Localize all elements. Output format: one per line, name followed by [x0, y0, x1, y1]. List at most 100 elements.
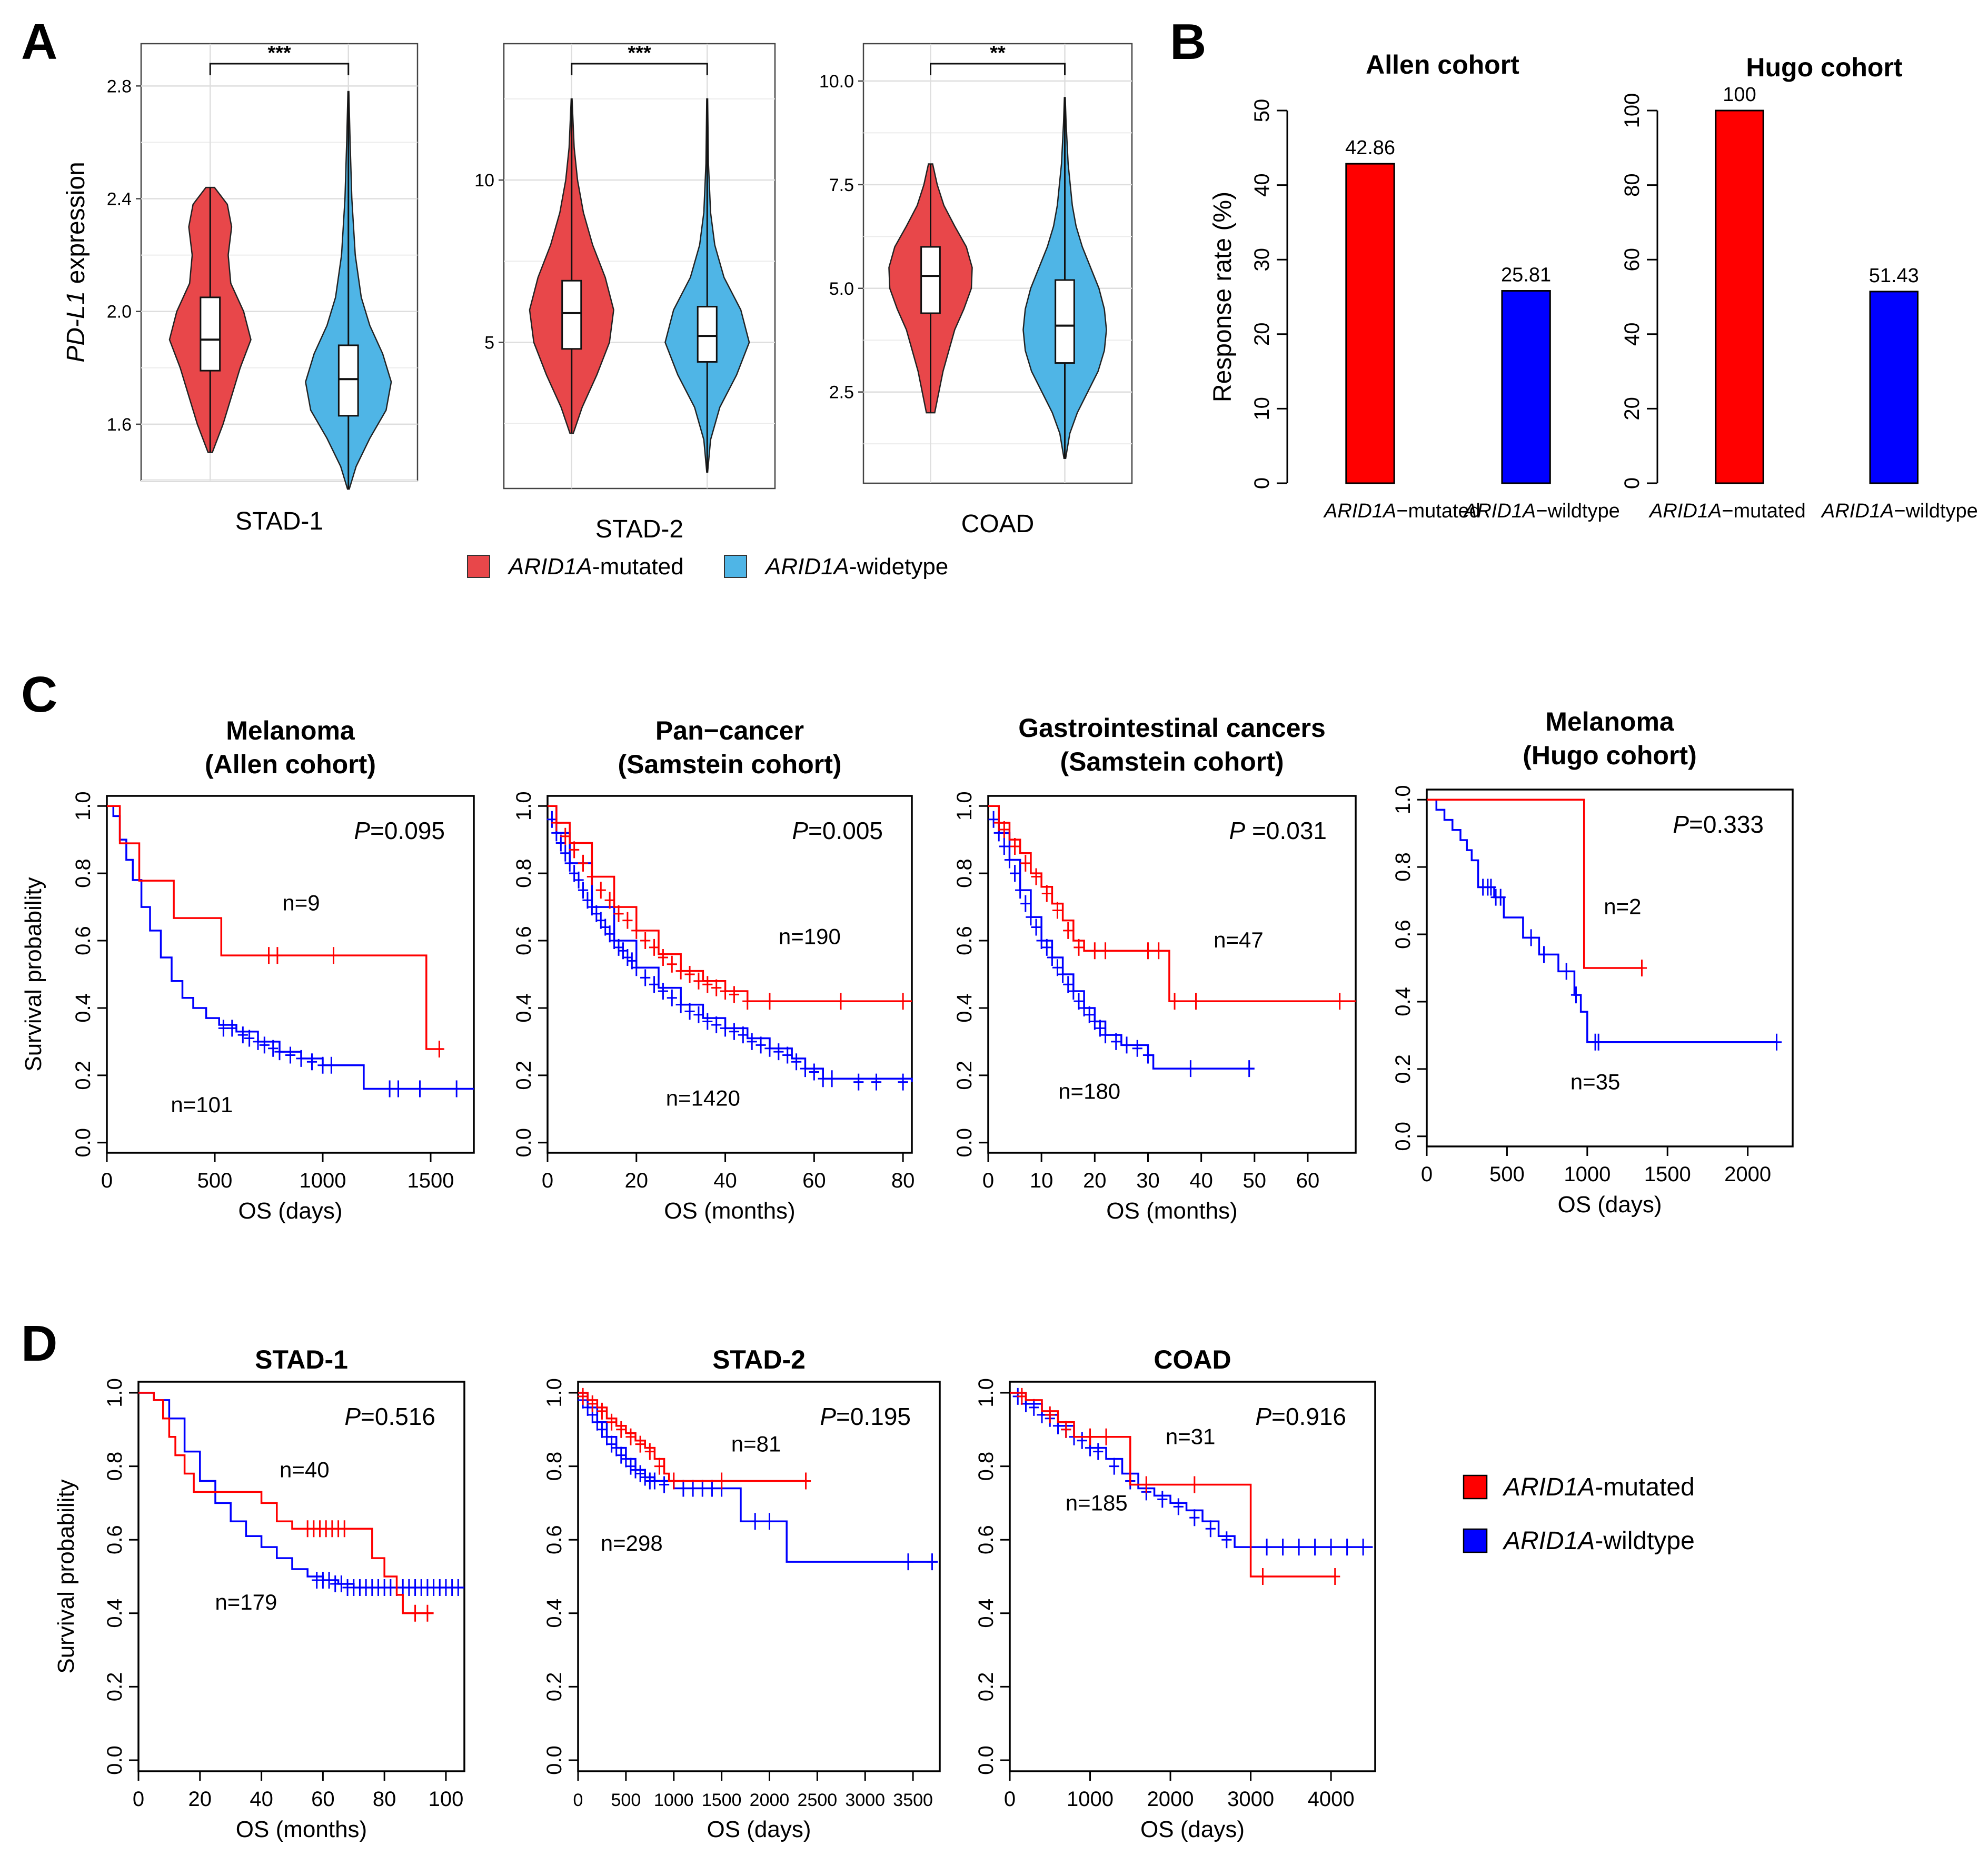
y-tick-label: 1.0 [72, 791, 95, 821]
censor-mark-mutated [702, 976, 713, 993]
y-tick-label: 0.6 [512, 926, 535, 955]
x-tick-label: 60 [311, 1788, 335, 1811]
censor-mark-mutated [1100, 942, 1111, 960]
x-tick-label: 3500 [893, 1790, 933, 1810]
censor-mark-mutated [1031, 868, 1041, 885]
x-tick-label: 0 [1004, 1788, 1016, 1811]
censor-mark-wildtype [1157, 1491, 1168, 1508]
censor-mark-mutated [654, 1458, 665, 1475]
y-tick-label: 1.0 [975, 1378, 998, 1408]
censor-mark-wildtype [601, 1428, 612, 1445]
y-axis-label: Survival probability [21, 877, 46, 1071]
censor-mark-wildtype [635, 1465, 645, 1482]
legend-swatch-mutated [467, 555, 490, 578]
bar-mutated [1715, 109, 1764, 484]
censor-mark-wildtype [747, 1033, 757, 1050]
x-tick-label: 20 [625, 1169, 649, 1192]
censor-mark-wildtype [791, 1053, 802, 1071]
legend-label-wildtype: ARID1A-widetype [764, 554, 948, 580]
censor-mark-wildtype [1015, 882, 1026, 899]
y-tick-label: 20 [1250, 323, 1274, 346]
censor-mark-wildtype [738, 1026, 748, 1044]
bar-wildtype [1869, 291, 1919, 484]
censor-mark-wildtype [1277, 1539, 1288, 1556]
censor-mark-mutated [800, 1472, 811, 1490]
censor-mark-wildtype [693, 1006, 704, 1023]
censor-mark-wildtype [818, 1070, 828, 1087]
censor-mark-wildtype [253, 1033, 263, 1050]
y-tick-label: 0.4 [72, 993, 95, 1023]
censor-mark-mutated [1061, 1421, 1071, 1438]
x-tick-label: 60 [1296, 1169, 1320, 1192]
censor-mark-wildtype [631, 959, 642, 976]
x-tick-label: 40 [713, 1169, 737, 1192]
survival-curve-wildtype [107, 805, 474, 1090]
charts-layer: 1.6 2.0 2.4 2.8 *** STAD-1 PD-L1 expression 5 10… [21, 42, 1978, 1842]
censor-mark-wildtype [871, 1073, 882, 1091]
y-tick-label: 1.0 [512, 791, 535, 821]
censor-mark-wildtype [1561, 963, 1572, 980]
censor-mark-mutated [422, 1604, 433, 1622]
n-label-mutated: n=40 [280, 1458, 330, 1482]
y-tick-label: 0.8 [975, 1452, 998, 1481]
y-tick-label: 0.6 [72, 926, 95, 955]
censor-mark-wildtype [560, 844, 571, 862]
censor-mark-mutated [410, 1604, 421, 1622]
censor-mark-mutated [1041, 885, 1052, 902]
censor-mark-wildtype [1095, 1020, 1106, 1037]
p-value: P =0.031 [1229, 817, 1327, 844]
censor-mark-wildtype [1009, 865, 1020, 882]
n-label-wildtype: n=35 [1570, 1069, 1621, 1094]
y-tick-label: 0.0 [975, 1745, 998, 1775]
x-tick-label: 1000 [300, 1169, 346, 1192]
censor-mark-wildtype [1089, 1013, 1100, 1030]
censor-mark-wildtype [611, 1439, 622, 1456]
censor-mark-wildtype [1004, 851, 1015, 869]
censor-mark-wildtype [707, 1480, 718, 1497]
censor-mark-wildtype [1326, 1539, 1336, 1556]
censor-mark-wildtype [591, 905, 602, 922]
box-iqr [561, 280, 582, 350]
chart-title: (Samstein cohort) [1060, 747, 1284, 776]
y-tick-label: 1.0 [1391, 785, 1415, 814]
censor-mark-wildtype [274, 1043, 285, 1061]
plot-frame [577, 1381, 941, 1772]
censor-mark-wildtype [1221, 1531, 1232, 1549]
censor-mark-wildtype [414, 1080, 425, 1097]
censor-mark-wildtype [827, 1070, 837, 1087]
x-tick-label: 40 [1189, 1169, 1213, 1192]
y-tick-label: 0.0 [543, 1745, 566, 1775]
censor-mark-wildtype [675, 996, 686, 1013]
censor-mark-wildtype [756, 1036, 766, 1054]
y-tick-label: 7.5 [829, 175, 854, 195]
x-tick-label: 0 [573, 1790, 583, 1810]
y-tick-label: 0.4 [1391, 987, 1415, 1016]
censor-mark-wildtype [729, 1023, 740, 1040]
x-axis-label: STAD-2 [595, 515, 683, 543]
censor-mark-wildtype [1526, 929, 1536, 946]
bar-value-label: 25.81 [1501, 264, 1551, 286]
censor-mark-wildtype [1486, 879, 1496, 896]
x-tick-label: 0 [133, 1788, 144, 1811]
censor-mark-wildtype [1121, 1036, 1132, 1054]
censor-mark-mutated [644, 1443, 655, 1460]
y-tick-label: 0.8 [72, 859, 95, 888]
x-tick-label: 0 [101, 1169, 113, 1192]
censor-mark-wildtype [640, 1469, 650, 1486]
censor-mark-wildtype [621, 1450, 631, 1468]
n-label-wildtype: n=185 [1066, 1490, 1128, 1515]
chart-title: Melanoma [1545, 707, 1675, 736]
censor-mark-wildtype [1261, 1539, 1272, 1556]
y-tick-label: 1.0 [953, 791, 976, 821]
chart-title: Allen cohort [1366, 50, 1519, 79]
censor-mark-wildtype [688, 1480, 698, 1497]
km-chart-d1: STAD-1 0.0 0.2 0.4 0.6 0.8 1.0 0 20 40 60 80 100 OS (… [53, 1345, 465, 1842]
km-chart-c2: Pan−cancer (Samstein cohort) 0.0 0.2 0.4 0.6 0… [512, 716, 915, 1224]
chart-title: Gastrointestinal cancers [1018, 713, 1326, 743]
censor-mark-mutated [1089, 942, 1100, 960]
censor-mark-mutated [1154, 942, 1164, 960]
plot-frame [546, 795, 913, 1154]
n-label-mutated: n=2 [1604, 894, 1641, 919]
survival-curve-wildtype [1427, 799, 1777, 1043]
n-label-wildtype: n=1420 [666, 1085, 740, 1110]
